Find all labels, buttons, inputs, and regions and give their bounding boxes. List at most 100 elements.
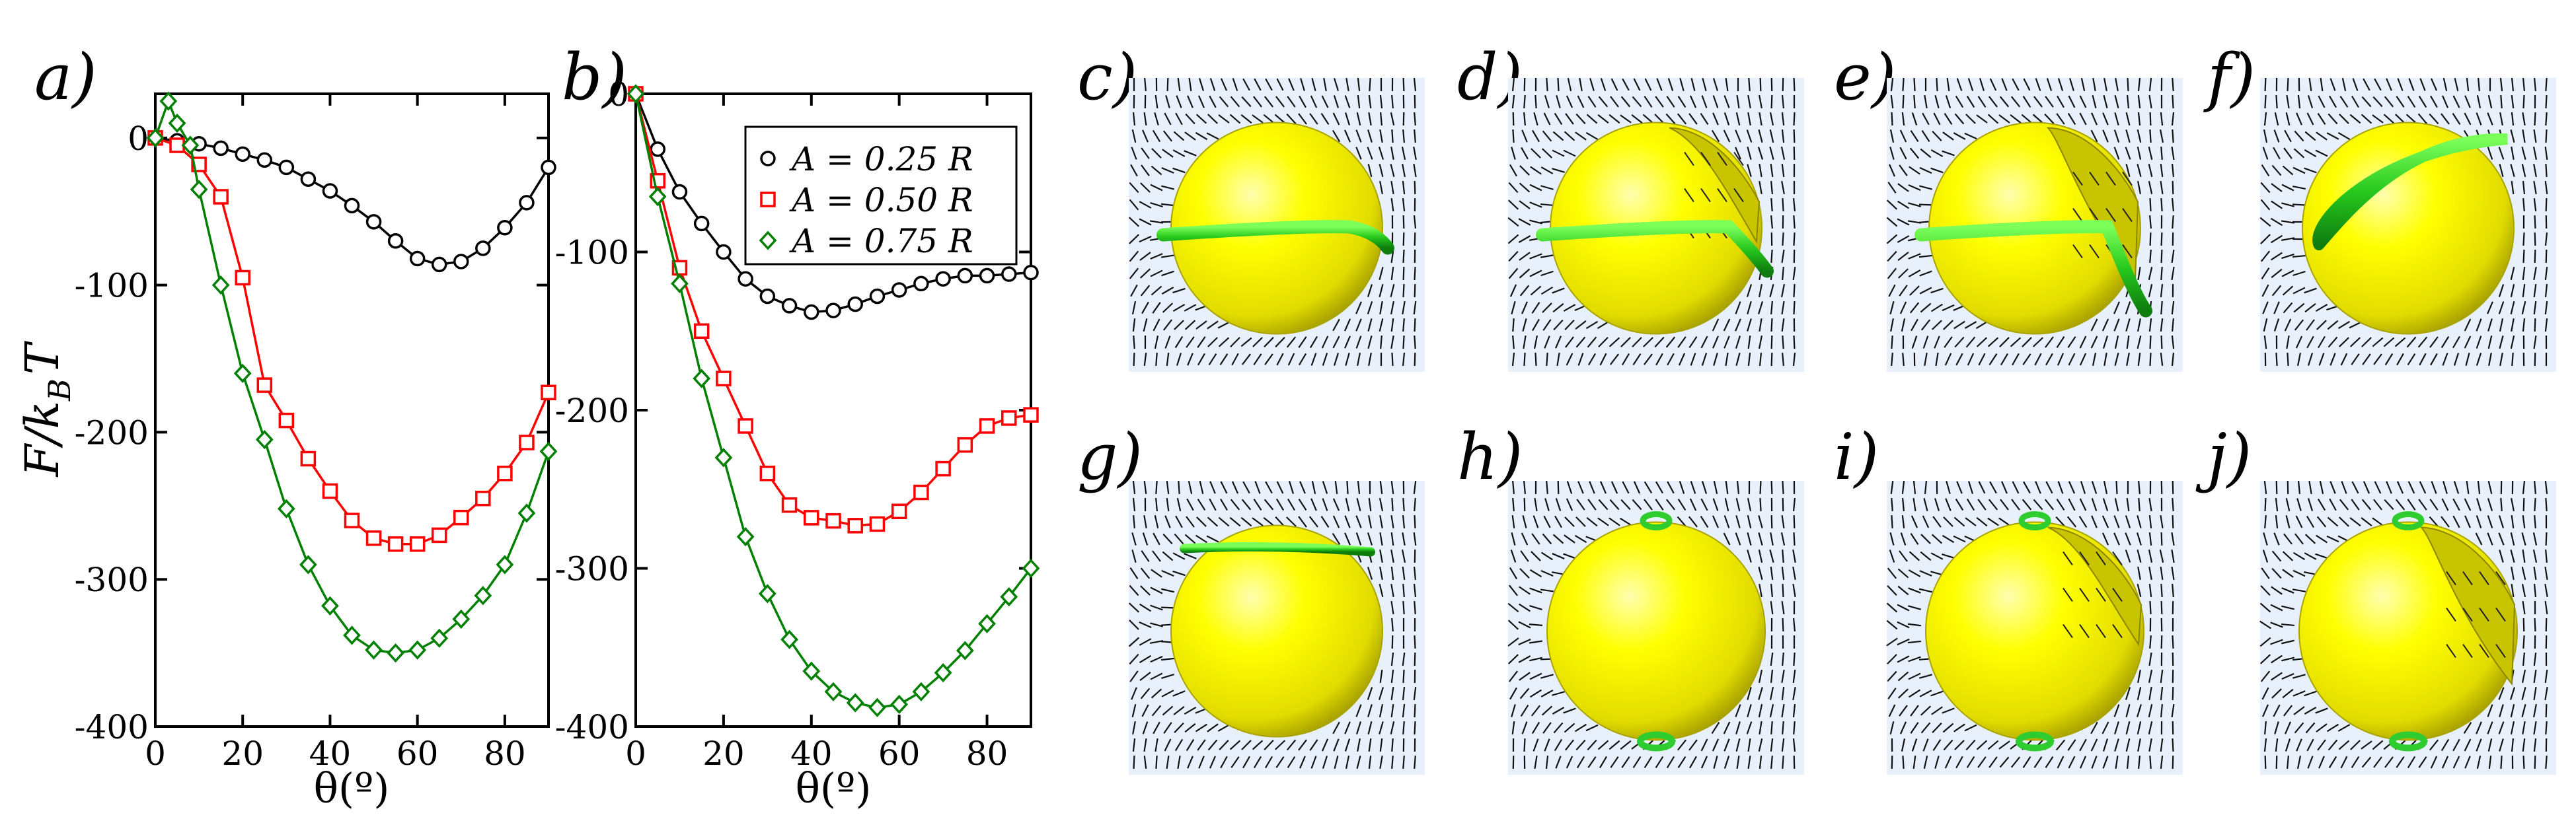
- snapshot-sphere-equatorial-ring: c): [1077, 40, 1425, 372]
- y-tick-label: -300: [555, 550, 629, 588]
- data-point-circle: [957, 267, 973, 284]
- x-tick-label: 40: [309, 734, 352, 773]
- data-point-diamond: [233, 363, 252, 383]
- data-point-square: [935, 460, 951, 477]
- legend-entry: A = 0.75 R: [789, 222, 973, 260]
- data-point-circle: [475, 240, 491, 256]
- legend-entry: A = 0.50 R: [789, 181, 973, 219]
- data-point-diamond: [671, 273, 689, 293]
- x-axis-label-a: θ(º): [314, 764, 390, 812]
- data-point-square: [825, 513, 841, 529]
- data-point-square: [256, 377, 273, 393]
- data-point-circle: [519, 195, 535, 211]
- x-axis-ticks-a: 0 20 40 60 80: [145, 94, 526, 773]
- data-point-circle: [759, 288, 776, 304]
- data-point-circle: [1023, 264, 1039, 281]
- data-point-circle: [781, 298, 798, 314]
- y-axis-ticks-a: 0 -100 -200 -300 -400: [75, 120, 549, 746]
- data-point-diamond: [321, 596, 339, 616]
- data-point-circle: [693, 215, 710, 232]
- series-line-diamond: [154, 100, 550, 655]
- data-point-circle: [650, 141, 665, 157]
- data-point-diamond: [181, 135, 200, 155]
- data-point-diamond: [430, 628, 449, 648]
- data-point-square: [716, 371, 732, 386]
- chart-panel-b: b) 0 -100 -200 -300 -400 0 20 40 60 80 θ(º) A = …: [555, 40, 1040, 812]
- data-point-diamond: [714, 448, 733, 468]
- data-point-circle: [825, 303, 841, 318]
- data-point-diamond: [693, 369, 711, 388]
- data-point-diamond: [648, 187, 667, 207]
- data-point-square: [497, 466, 513, 481]
- x-tick-label: 0: [625, 734, 646, 773]
- data-point-circle: [213, 140, 229, 157]
- data-point-square: [322, 483, 338, 499]
- disclination-ring: [1914, 220, 2152, 318]
- x-tick-label: 20: [702, 734, 745, 773]
- data-point-diamond: [365, 640, 383, 660]
- data-point-circle: [497, 219, 513, 236]
- surface-dent: [2047, 526, 2142, 647]
- data-point-square: [431, 527, 447, 544]
- x-tick-label: 0: [145, 734, 166, 773]
- snapshot-sphere-ring-tilted: f): [2203, 40, 2556, 372]
- director-field: [1507, 77, 1796, 367]
- disclination-ring: [2389, 511, 2427, 752]
- data-point-square: [541, 384, 556, 401]
- dent-director-lines: [2446, 571, 2506, 659]
- y-tick-label: -100: [75, 267, 149, 305]
- director-field: [1128, 77, 1417, 367]
- data-point-diamond: [146, 128, 165, 148]
- plot-frame-a: [154, 92, 550, 728]
- y-tick-label: -400: [75, 708, 149, 746]
- data-point-diamond: [1022, 558, 1040, 579]
- data-point-square: [781, 497, 798, 513]
- legend-marker-circle: [760, 151, 776, 166]
- panel-label: j): [2195, 420, 2252, 494]
- data-point-square: [804, 510, 819, 526]
- legend-box: [744, 125, 1018, 266]
- data-point-diamond: [343, 625, 361, 645]
- data-point-circle: [322, 183, 338, 199]
- y-tick-label: -400: [555, 708, 629, 746]
- snapshot-panels: c) d) e) f) g) h) i) j): [1077, 40, 2556, 775]
- data-point-square: [869, 516, 886, 532]
- legend-marker-diamond: [759, 231, 777, 250]
- data-point-diamond: [539, 441, 558, 461]
- y-axis-ticks-b: 0 -100 -200 -300 -400: [555, 75, 1031, 746]
- y-axis-label-a: F/kBT: [15, 341, 77, 478]
- data-point-diamond: [736, 527, 755, 547]
- panel-b-label: b): [562, 40, 627, 114]
- data-point-square: [759, 466, 776, 481]
- snapshot-sphere-ring-dented: d): [1457, 40, 1804, 372]
- data-point-diamond: [255, 429, 274, 450]
- data-point-diamond: [824, 682, 843, 701]
- x-tick-label: 60: [397, 734, 439, 773]
- data-point-circle: [1001, 266, 1017, 282]
- svg-text:F/kBT: F/kBT: [15, 341, 77, 478]
- data-point-square: [957, 437, 973, 453]
- data-point-diamond: [978, 614, 996, 633]
- data-point-diamond: [758, 584, 777, 604]
- data-point-diamond: [868, 697, 886, 717]
- data-point-diamond: [912, 682, 930, 701]
- data-point-square: [409, 536, 426, 552]
- data-point-diamond: [517, 503, 536, 523]
- panel-label: i): [1834, 420, 1879, 494]
- data-point-diamond: [802, 661, 821, 681]
- data-point-diamond: [159, 91, 178, 111]
- data-point-diamond: [626, 84, 645, 104]
- data-point-circle: [344, 197, 360, 214]
- data-point-diamond: [890, 694, 909, 715]
- legend-entry: A = 0.25 R: [789, 140, 973, 178]
- data-point-circle: [716, 244, 732, 260]
- data-point-circle: [738, 271, 753, 287]
- disclination-ring: [1180, 542, 1375, 557]
- x-tick-label: 40: [790, 734, 833, 773]
- data-point-square: [693, 323, 710, 339]
- x-tick-label: 80: [484, 734, 526, 773]
- data-point-diamond: [299, 555, 317, 575]
- data-point-square: [913, 484, 929, 501]
- data-point-square: [235, 269, 250, 286]
